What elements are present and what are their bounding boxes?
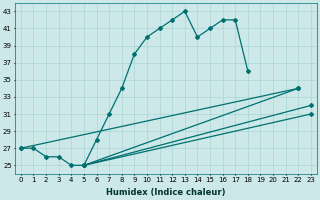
X-axis label: Humidex (Indice chaleur): Humidex (Indice chaleur) xyxy=(106,188,226,197)
